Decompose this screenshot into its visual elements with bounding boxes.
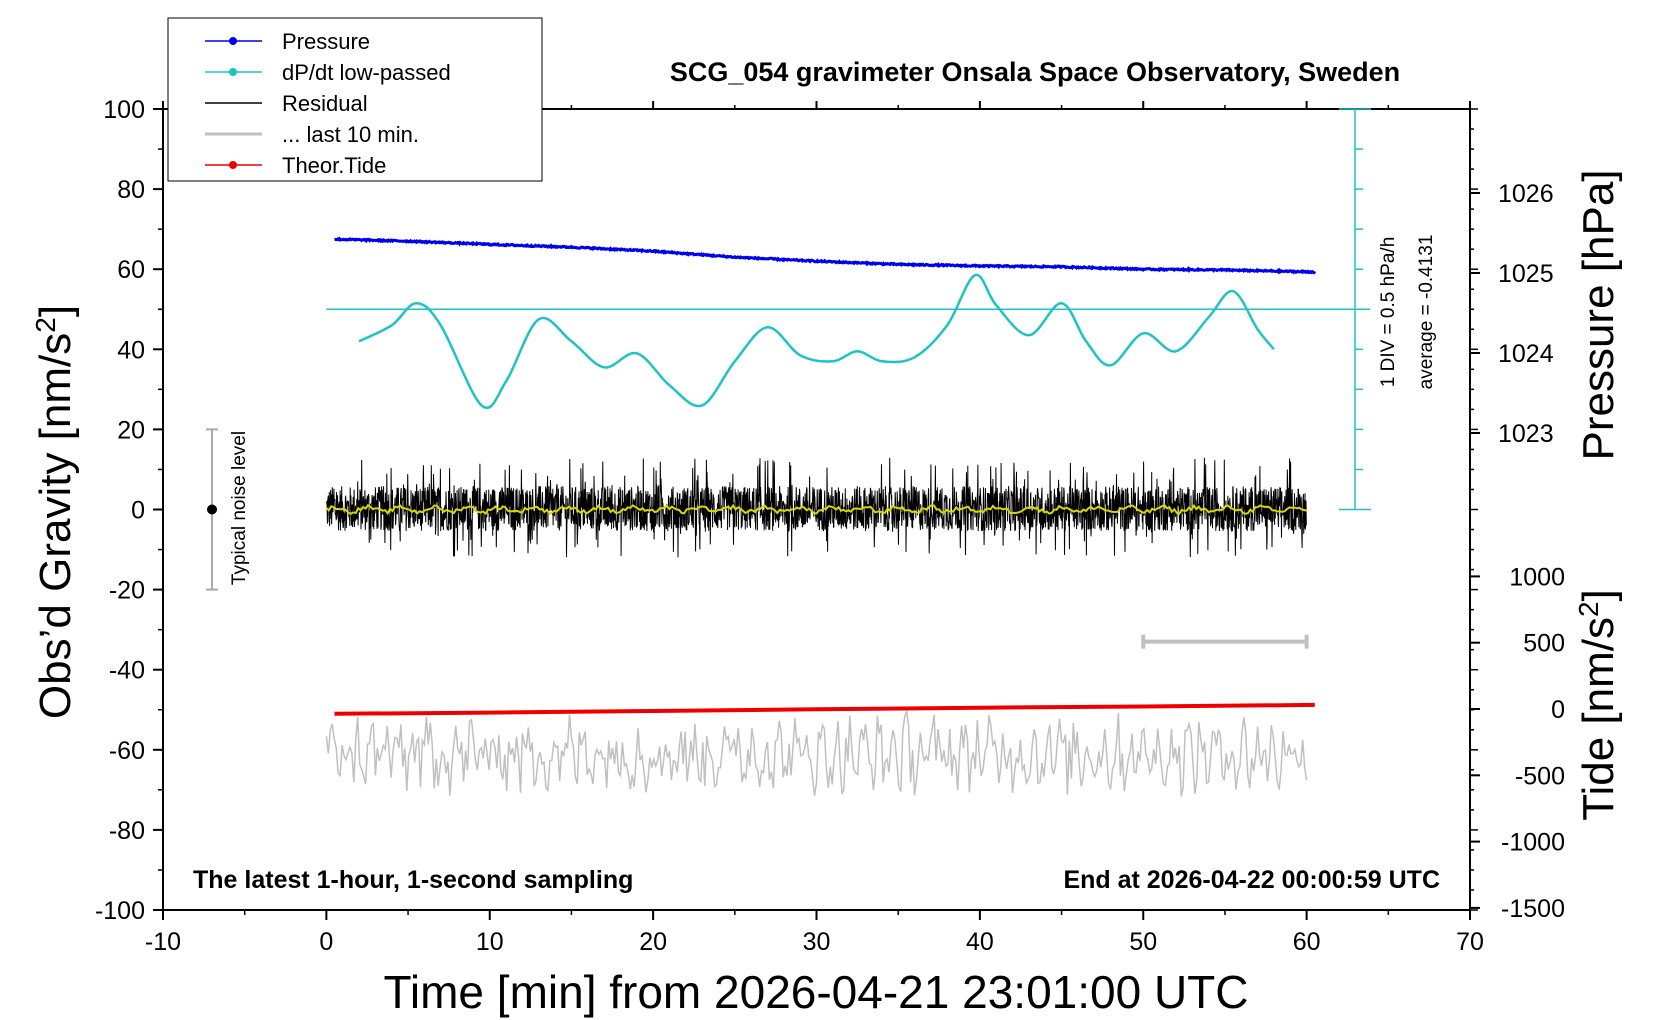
tide-tick-label: -1000 xyxy=(1501,829,1565,857)
dpdt-avg-label: average = -0.4131 xyxy=(1416,235,1437,390)
x-tick-label: -10 xyxy=(145,928,181,956)
y-tick-label: 80 xyxy=(117,176,145,204)
y-tick-label: -80 xyxy=(109,817,145,845)
chart-title: SCG_054 gravimeter Onsala Space Observat… xyxy=(670,57,1400,87)
y-tick-label: -100 xyxy=(95,897,145,925)
dpdt-line xyxy=(358,273,1275,409)
x-tick-label: 60 xyxy=(1293,928,1321,956)
x-tick-label: 10 xyxy=(476,928,504,956)
series-layer xyxy=(206,108,1371,797)
x-tick-label: 0 xyxy=(319,928,333,956)
pressure-axis-title: Pressure [hPa] xyxy=(1574,169,1623,460)
dpdt-div-label: 1 DIV = 0.5 hPa/h xyxy=(1378,237,1399,388)
y-tick-label: 40 xyxy=(117,336,145,364)
y-tick-label: -40 xyxy=(109,657,145,685)
y-tick-label: 60 xyxy=(117,256,145,284)
note-left: The latest 1-hour, 1-second sampling xyxy=(193,866,633,894)
tide-tick-label: 0 xyxy=(1551,696,1565,724)
residual-line xyxy=(325,457,1307,558)
axis-ticks: -10 0 10 20 30 40 50 60 70100806040200-20-40-60-… xyxy=(95,96,1565,956)
pressure-line xyxy=(334,236,1317,275)
y-axis-title-left: Obs’d Gravity [nm/s2] xyxy=(30,305,81,719)
note-right: End at 2026-04-22 00:00:59 UTC xyxy=(1063,866,1440,894)
x-tick-label: 20 xyxy=(639,928,667,956)
x-tick-label: 40 xyxy=(966,928,994,956)
pressure-tick-label: 1024 xyxy=(1498,340,1554,368)
residual-smooth-line xyxy=(325,503,1307,516)
legend: Pressure dP/dt low-passed Residual ... last… xyxy=(167,17,543,182)
noise-level-label: Typical noise level xyxy=(229,431,250,585)
tide-line xyxy=(334,702,1315,716)
tide-tick-label: 1000 xyxy=(1509,563,1565,591)
y-tick-label: 0 xyxy=(131,497,145,525)
y-tick-label: 100 xyxy=(103,96,145,124)
legend-label: Theor.Tide xyxy=(282,153,386,178)
tide-axis-title: Tide [nm/s2] xyxy=(1573,589,1624,821)
legend-label: ... last 10 min. xyxy=(282,122,419,147)
x-axis-title: Time [min] from 2026-04-21 23:01:00 UTC xyxy=(384,966,1249,1018)
legend-swatch-marker xyxy=(229,68,237,76)
legend-swatch-marker xyxy=(229,161,237,169)
tide-tick-label: -500 xyxy=(1515,762,1565,790)
pressure-tick-label: 1026 xyxy=(1498,180,1554,208)
y-tick-label: -60 xyxy=(109,737,145,765)
last10-line xyxy=(325,708,1308,797)
legend-label: dP/dt low-passed xyxy=(282,60,451,85)
x-tick-label: 70 xyxy=(1456,928,1484,956)
y-tick-label: -20 xyxy=(109,577,145,605)
legend-label: Pressure xyxy=(282,29,370,54)
tide-tick-label: -1500 xyxy=(1501,895,1565,923)
pressure-tick-label: 1023 xyxy=(1498,420,1554,448)
legend-label: Residual xyxy=(282,91,368,116)
pressure-tick-label: 1025 xyxy=(1498,260,1554,288)
y-tick-label: 20 xyxy=(117,416,145,444)
legend-box xyxy=(167,17,543,182)
legend-swatch-marker xyxy=(229,37,237,45)
tide-tick-label: 500 xyxy=(1523,630,1565,658)
x-tick-label: 50 xyxy=(1129,928,1157,956)
x-tick-label: 30 xyxy=(803,928,831,956)
noise-bar-dot xyxy=(207,504,218,515)
